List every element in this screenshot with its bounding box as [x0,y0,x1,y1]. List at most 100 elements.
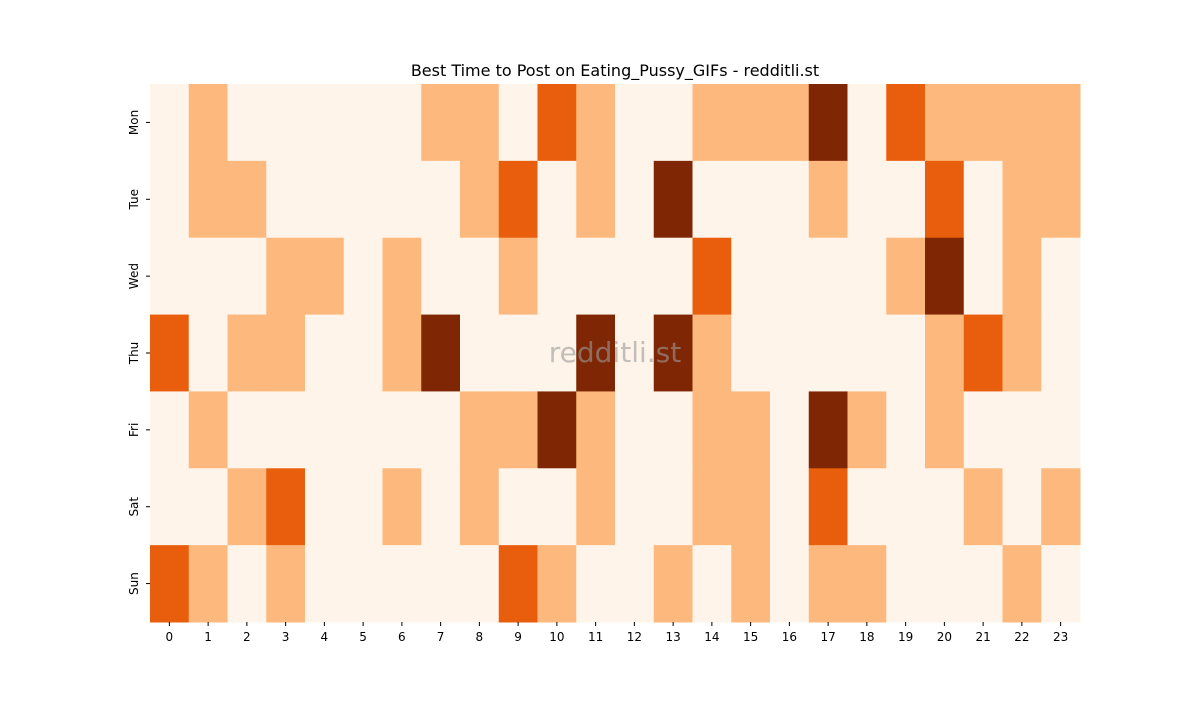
heatmap-cell-fri-23 [1041,391,1081,469]
heatmap-cell-thu-3 [266,314,306,392]
x-tick-label: 2 [243,630,251,644]
x-tick-label: 16 [782,630,797,644]
heatmap-cell-thu-2 [227,314,267,392]
x-tick-label: 12 [627,630,642,644]
heatmap-cell-thu-21 [963,314,1003,392]
heatmap-cell-thu-20 [925,314,965,392]
y-axis: Mon Tue Wed Thu Fri Sat Sun [127,110,150,595]
heatmap-cell-thu-11 [576,314,616,392]
heatmap-cell-sun-20 [925,545,965,623]
heatmap-cell-thu-4 [305,314,345,392]
heatmap-cell-wed-8 [460,237,500,316]
heatmap-cell-sun-23 [1041,545,1081,623]
x-tick-label: 4 [321,630,329,644]
heatmap-cell-sat-4 [305,468,345,546]
heatmap-cell-tue-19 [886,160,926,239]
heatmap-cell-thu-1 [188,314,228,392]
heatmap-cell-wed-1 [188,237,228,316]
heatmap-cell-sun-11 [576,545,616,623]
heatmap-cell-fri-13 [653,391,693,469]
heatmap-cell-mon-5 [343,84,383,162]
heatmap-cell-sat-21 [963,468,1003,546]
heatmap-cell-fri-15 [731,391,771,469]
heatmap-cell-sat-17 [808,468,848,546]
heatmap-cell-sat-9 [498,468,538,546]
watermark: redditli.st [549,336,681,369]
heatmap-cell-wed-19 [886,237,926,316]
heatmap-cell-mon-8 [460,84,500,162]
heatmap-cell-fri-6 [382,391,422,469]
heatmap-cell-wed-20 [925,237,965,316]
heatmap-cells [150,84,1081,623]
heatmap-cell-sun-4 [305,545,345,623]
heatmap-cell-sun-9 [498,545,538,623]
heatmap-cell-tue-16 [770,160,810,239]
heatmap-cell-tue-0 [150,160,190,239]
x-tick-label: 10 [549,630,564,644]
heatmap-cell-fri-9 [498,391,538,469]
heatmap-cell-mon-6 [382,84,422,162]
heatmap-cell-mon-23 [1041,84,1081,162]
heatmap-cell-wed-16 [770,237,810,316]
heatmap-cell-sun-12 [615,545,655,623]
y-tick-label: Fri [127,423,141,437]
heatmap-cell-fri-17 [808,391,848,469]
heatmap-cell-thu-14 [692,314,732,392]
heatmap-cell-sat-11 [576,468,616,546]
heatmap-cell-sun-13 [653,545,693,623]
heatmap-cell-sat-15 [731,468,771,546]
heatmap-cell-mon-16 [770,84,810,162]
heatmap-cell-mon-3 [266,84,306,162]
y-tick-label: Wed [127,263,141,289]
heatmap-cell-sat-10 [537,468,577,546]
heatmap-cell-tue-12 [615,160,655,239]
heatmap-cell-mon-1 [188,84,228,162]
heatmap-cell-fri-11 [576,391,616,469]
y-tick-label: Tue [127,189,141,211]
heatmap-cell-sun-16 [770,545,810,623]
heatmap-cell-mon-13 [653,84,693,162]
heatmap-cell-sun-0 [150,545,190,623]
heatmap-cell-thu-6 [382,314,422,392]
heatmap-cell-fri-14 [692,391,732,469]
heatmap-cell-tue-10 [537,160,577,239]
heatmap-cell-thu-19 [886,314,926,392]
heatmap-cell-wed-10 [537,237,577,316]
heatmap-cell-mon-0 [150,84,190,162]
x-tick-label: 1 [204,630,212,644]
chart-title: Best Time to Post on Eating_Pussy_GIFs -… [411,61,819,81]
heatmap-cell-tue-2 [227,160,267,239]
x-tick-label: 11 [588,630,603,644]
heatmap-cell-mon-21 [963,84,1003,162]
heatmap-cell-thu-18 [847,314,887,392]
heatmap-cell-thu-10 [537,314,577,392]
heatmap-cell-mon-14 [692,84,732,162]
heatmap-cell-tue-22 [1002,160,1042,239]
heatmap-cell-thu-0 [150,314,190,392]
heatmap-cell-mon-12 [615,84,655,162]
heatmap-cell-sun-1 [188,545,228,623]
heatmap-cell-fri-19 [886,391,926,469]
heatmap-cell-thu-16 [770,314,810,392]
heatmap-cell-mon-10 [537,84,577,162]
heatmap-cell-wed-5 [343,237,383,316]
heatmap-cell-mon-15 [731,84,771,162]
y-tick-label: Thu [127,342,141,366]
x-tick-label: 23 [1053,630,1068,644]
heatmap-cell-sat-23 [1041,468,1081,546]
heatmap-cell-sat-0 [150,468,190,546]
heatmap-cell-sun-8 [460,545,500,623]
heatmap-cell-sat-19 [886,468,926,546]
heatmap-cell-thu-15 [731,314,771,392]
x-tick-label: 15 [743,630,758,644]
x-tick-label: 9 [514,630,522,644]
heatmap-cell-tue-13 [653,160,693,239]
heatmap-cell-wed-3 [266,237,306,316]
heatmap-cell-sun-15 [731,545,771,623]
heatmap-cell-mon-20 [925,84,965,162]
heatmap-cell-fri-4 [305,391,345,469]
heatmap-cell-sun-10 [537,545,577,623]
heatmap-cell-fri-8 [460,391,500,469]
heatmap-cell-wed-4 [305,237,345,316]
